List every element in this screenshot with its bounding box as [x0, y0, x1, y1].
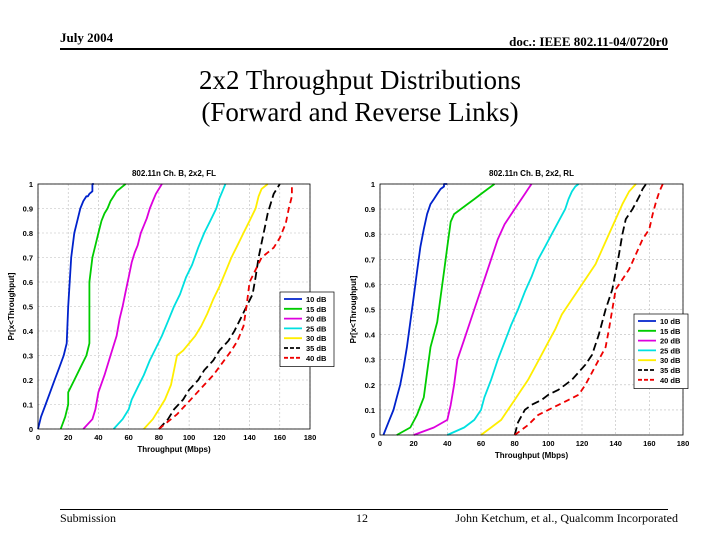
y-tick-label: 0.3: [23, 352, 33, 361]
footer-page-number: 12: [356, 511, 368, 525]
header-date: July 2004: [60, 30, 114, 45]
x-axis-label: Throughput (Mbps): [137, 445, 211, 454]
x-tick-label: 40: [94, 433, 102, 442]
series-line-20-db: [413, 183, 533, 436]
x-tick-label: 140: [609, 439, 622, 448]
chart-title: 802.11n Ch. B, 2x2, RL: [489, 169, 574, 178]
series-line-20-db: [82, 183, 163, 430]
x-tick-label: 100: [183, 433, 196, 442]
x-tick-label: 180: [304, 433, 317, 442]
y-axis-label: Pr[x<Throughput]: [350, 275, 358, 343]
y-tick-label: 0.5: [23, 303, 33, 312]
x-tick-label: 120: [576, 439, 589, 448]
series-line-15-db: [59, 183, 127, 430]
series-line-10-db: [382, 183, 448, 436]
legend-entry: 25 dB: [306, 324, 327, 333]
series-line-30-db: [143, 183, 269, 430]
x-tick-label: 40: [443, 439, 451, 448]
y-tick-label: 1: [371, 180, 375, 189]
legend-entry: 25 dB: [660, 346, 681, 355]
x-axis-label: Throughput (Mbps): [495, 451, 569, 460]
legend-entry: 35 dB: [306, 344, 327, 353]
legend-entry: 15 dB: [306, 305, 327, 314]
x-tick-label: 80: [510, 439, 518, 448]
slide-title-line2: (Forward and Reverse Links): [201, 97, 519, 127]
x-tick-label: 0: [36, 433, 40, 442]
y-tick-label: 0.4: [365, 331, 376, 340]
y-tick-label: 0.4: [23, 327, 34, 336]
y-tick-label: 0.2: [365, 381, 375, 390]
x-tick-label: 80: [155, 433, 163, 442]
y-tick-label: 0: [371, 431, 375, 440]
footer-submission: Submission: [60, 511, 117, 525]
series-line-30-db: [480, 183, 637, 436]
header-rule: [60, 48, 668, 50]
legend-entry: 40 dB: [660, 376, 681, 385]
legend-entry: 20 dB: [660, 337, 681, 346]
legend-box: [633, 313, 689, 389]
header-doc-id: doc.: IEEE 802.11-04/0720r0: [509, 34, 668, 49]
series-line-25-db: [446, 183, 580, 436]
y-tick-label: 0.8: [365, 230, 375, 239]
legend-entry: 15 dB: [660, 327, 681, 336]
series-line-35-db: [513, 183, 647, 436]
plot-frame: [379, 183, 684, 436]
legend-entry: 35 dB: [660, 366, 681, 375]
y-tick-label: 1: [29, 180, 33, 189]
series-line-15-db: [396, 183, 496, 436]
x-tick-label: 160: [274, 433, 287, 442]
y-tick-label: 0.9: [23, 205, 33, 214]
x-tick-label: 100: [542, 439, 555, 448]
y-tick-label: 0.9: [365, 205, 375, 214]
x-tick-label: 20: [64, 433, 72, 442]
x-tick-label: 60: [477, 439, 485, 448]
legend-entry: 40 dB: [306, 354, 327, 363]
chart-reverse-link: 0 0.1 0.2 0.3 0.4 0.5 0.6 0.7 0.8 0.9 1 0 20 40 60 80 10…: [350, 169, 690, 460]
x-tick-label: 120: [213, 433, 226, 442]
legend-entry: 30 dB: [306, 334, 327, 343]
x-tick-label: 0: [378, 439, 382, 448]
chart-title: 802.11n Ch. B, 2x2, FL: [132, 169, 216, 178]
series-line-40-db: [514, 183, 664, 436]
chart-forward-link: 0 0.1 0.2 0.3 0.4 0.5 0.6 0.7 0.8 0.9 1 0 20 40 60 80 10…: [8, 169, 335, 454]
y-tick-label: 0.8: [23, 229, 33, 238]
footer-rule: [60, 509, 668, 510]
footer-authors: John Ketchum, et al., Qualcomm Incorpora…: [455, 511, 678, 525]
y-tick-label: 0.1: [23, 401, 33, 410]
y-tick-label: 0.7: [365, 255, 375, 264]
slide-title-line1: 2x2 Throughput Distributions: [198, 65, 521, 95]
y-tick-label: 0.5: [365, 306, 375, 315]
slide-title: 2x2 Throughput Distributions (Forward an…: [0, 64, 720, 128]
x-tick-label: 180: [677, 439, 690, 448]
legend-entry: 10 dB: [660, 317, 681, 326]
y-tick-label: 0.6: [23, 278, 33, 287]
series-line-10-db: [37, 183, 94, 430]
series-line-35-db: [158, 183, 281, 430]
series-line-25-db: [112, 183, 227, 430]
x-tick-label: 60: [124, 433, 132, 442]
x-tick-label: 20: [409, 439, 417, 448]
legend-entry: 10 dB: [306, 295, 327, 304]
legend-box: [279, 291, 335, 367]
y-tick-label: 0: [29, 425, 33, 434]
x-tick-label: 140: [243, 433, 256, 442]
y-tick-label: 0.1: [365, 406, 375, 415]
legend-entry: 20 dB: [306, 315, 327, 324]
legend-entry: 30 dB: [660, 356, 681, 365]
y-tick-label: 0.6: [365, 280, 375, 289]
x-tick-label: 160: [643, 439, 656, 448]
series-line-40-db: [158, 184, 293, 430]
y-axis-label: Pr[x<Throughput]: [8, 272, 16, 340]
y-tick-label: 0.2: [23, 376, 33, 385]
y-tick-label: 0.3: [365, 356, 375, 365]
y-tick-label: 0.7: [23, 254, 33, 263]
